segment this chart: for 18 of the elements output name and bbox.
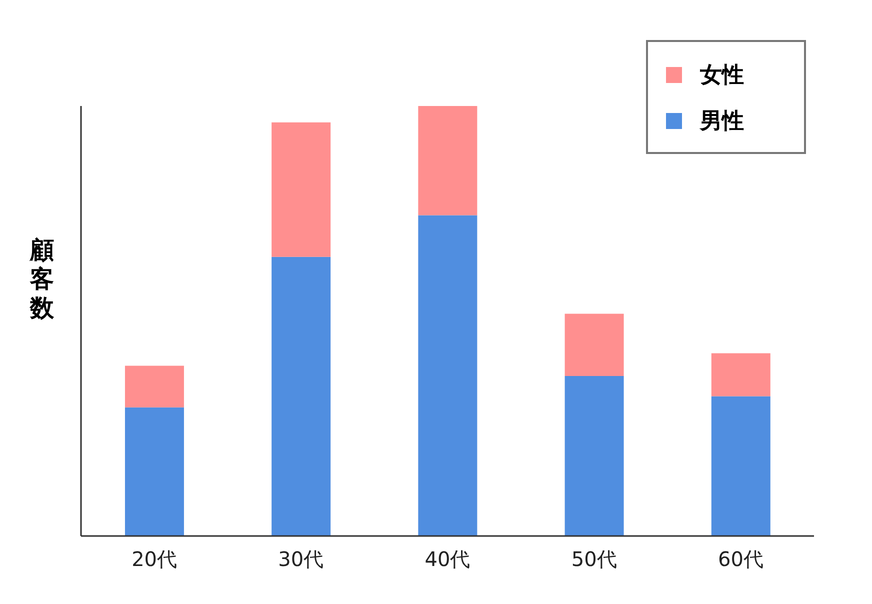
x-tick-label: 60代 xyxy=(718,547,764,572)
legend-label: 女性 xyxy=(700,62,744,90)
bar xyxy=(124,366,184,408)
bar xyxy=(418,215,478,536)
bar xyxy=(711,396,770,536)
y-axis-title: 顧客数 xyxy=(28,236,55,323)
bar xyxy=(124,407,184,536)
bar xyxy=(711,353,770,396)
bar xyxy=(272,122,331,257)
bar xyxy=(272,256,331,536)
x-tick-label: 50代 xyxy=(571,547,617,572)
legend-label: 男性 xyxy=(700,108,744,136)
x-tick-label: 20代 xyxy=(132,547,178,572)
x-tick-label: 30代 xyxy=(278,547,324,572)
bar xyxy=(418,106,478,216)
bar xyxy=(564,376,624,536)
bar xyxy=(564,314,624,376)
x-tick-label: 40代 xyxy=(424,547,470,572)
